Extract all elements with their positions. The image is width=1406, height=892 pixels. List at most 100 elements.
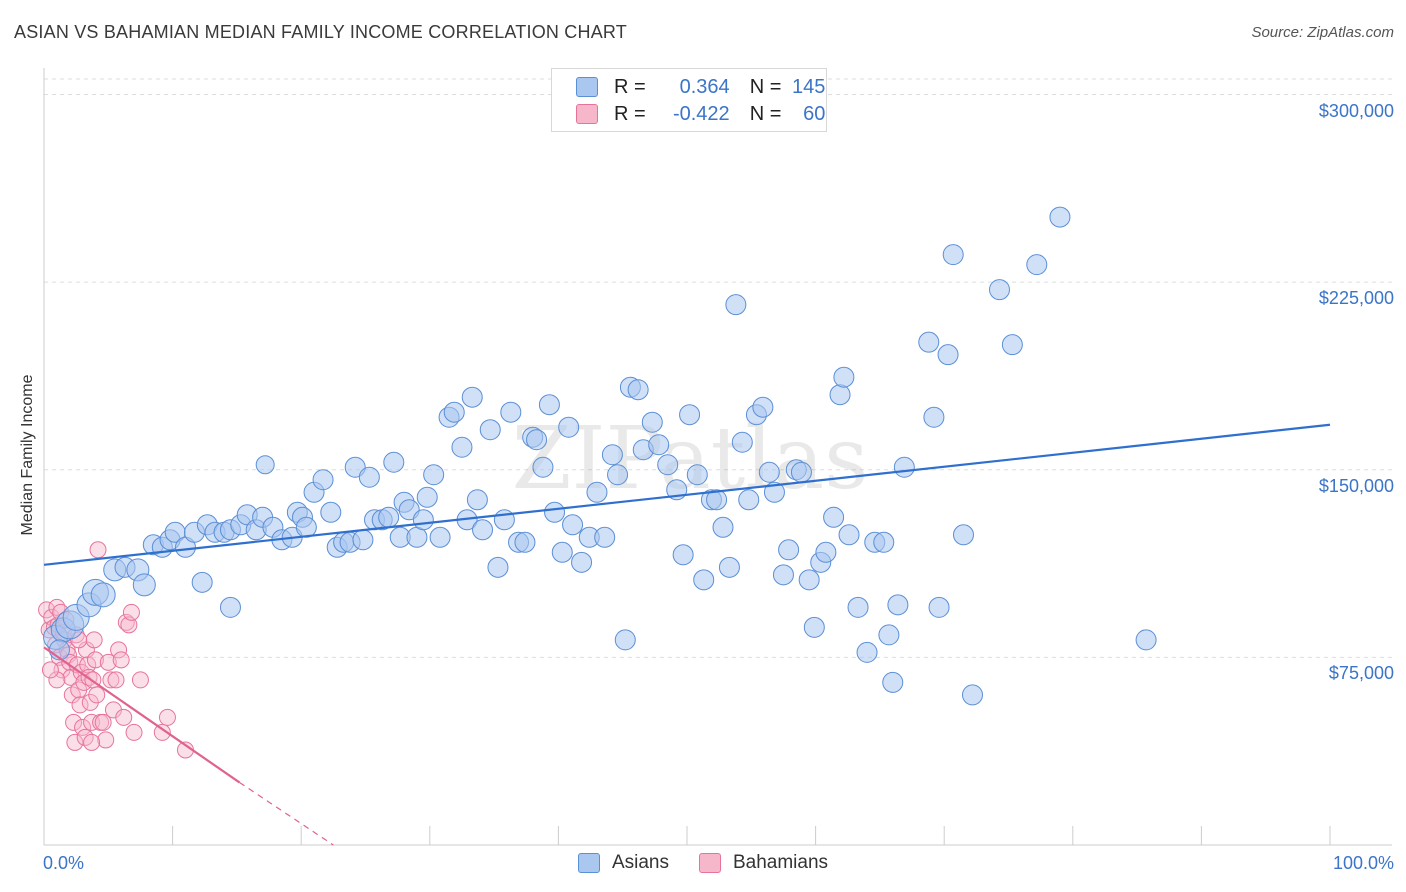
asians-point — [378, 506, 400, 528]
bahamians-point — [94, 713, 112, 731]
asians-point — [90, 582, 116, 608]
asians-point — [526, 429, 548, 451]
asians-point — [487, 556, 509, 578]
asians-point — [706, 489, 728, 511]
bahamians-point — [122, 603, 140, 621]
legend-n-label: N = — [749, 75, 782, 98]
asians-point — [479, 419, 501, 441]
legend-r-label: R = — [614, 102, 646, 125]
asians-point — [731, 431, 753, 453]
bahamians-point — [89, 541, 107, 559]
asians-point — [679, 404, 701, 426]
bahamians-point — [88, 686, 106, 704]
bahamians-point — [131, 671, 149, 689]
asians-point — [815, 541, 837, 563]
asians-point — [451, 436, 473, 458]
bahamians-point — [153, 723, 171, 741]
bahamians-point — [86, 651, 104, 669]
bahamians-trend-extension — [239, 781, 334, 846]
asians-point — [532, 456, 554, 478]
bahamians-point — [117, 613, 135, 631]
y-tick-label: $300,000 — [1318, 100, 1394, 121]
asians-point — [829, 384, 851, 406]
bahamians-point — [48, 671, 66, 689]
legend-n-value: 145 — [792, 75, 826, 98]
asians-point — [961, 684, 983, 706]
asians-point — [803, 616, 825, 638]
series-legend-asians: Asians — [577, 852, 669, 874]
asians-point — [838, 524, 860, 546]
bahamians-point — [74, 718, 92, 736]
asians-point — [466, 489, 488, 511]
chart-title: ASIAN VS BAHAMIAN MEDIAN FAMILY INCOME C… — [14, 22, 627, 42]
bahamians-point — [83, 733, 101, 751]
asians-point — [406, 526, 428, 548]
asians-point — [718, 556, 740, 578]
asians-point — [823, 506, 845, 528]
asians-point — [1135, 629, 1157, 651]
bahamians-point — [110, 641, 128, 659]
asians-point — [132, 573, 156, 597]
source-label: Source: ZipAtlas.com — [1251, 24, 1394, 41]
asians-point — [538, 394, 560, 416]
asians-point — [352, 529, 374, 551]
asians-point — [942, 244, 964, 266]
asians-point — [923, 406, 945, 428]
bahamians-point — [107, 671, 125, 689]
legend-row-bahamians: R = -0.422 N = 60 — [576, 102, 825, 126]
asians-point — [416, 486, 438, 508]
asians-point — [1049, 206, 1071, 228]
asians-point — [893, 456, 915, 478]
asians-point — [778, 539, 800, 561]
asians-point — [887, 594, 909, 616]
asians-point — [614, 629, 636, 651]
asians-point — [725, 294, 747, 316]
asians-point — [544, 501, 566, 523]
bahamians-point — [102, 671, 120, 689]
bahamians-point — [66, 733, 84, 751]
asians-point — [429, 526, 451, 548]
x-tick-max: 100.0% — [1332, 853, 1394, 873]
series-legend: Asians Bahamians — [0, 852, 1406, 874]
asians-point — [772, 564, 794, 586]
asians-point — [952, 524, 974, 546]
series-swatch-bahamians — [698, 853, 721, 873]
asians-point — [686, 464, 708, 486]
legend-row-asians: R = 0.364 N = 145 — [576, 75, 825, 99]
asians-point — [443, 401, 465, 423]
asians-trend-line — [43, 423, 1331, 566]
bahamians-point — [125, 723, 143, 741]
bahamians-trend-line — [43, 646, 241, 784]
bahamians-point — [158, 708, 176, 726]
series-legend-bahamians: Bahamians — [698, 852, 829, 874]
asians-point — [562, 514, 584, 536]
asians-point — [493, 509, 515, 531]
bahamians-point — [41, 661, 59, 679]
asians-point — [219, 596, 241, 618]
asians-point — [500, 401, 522, 423]
asians-point — [558, 416, 580, 438]
asians-point — [873, 531, 895, 553]
series-label-bahamians: Bahamians — [732, 852, 829, 873]
asians-point — [594, 526, 616, 548]
asians-point — [657, 454, 679, 476]
legend-r-value: -0.422 — [672, 102, 730, 125]
legend-n-label: N = — [749, 102, 782, 125]
asians-point — [255, 455, 275, 475]
legend-r-label: R = — [614, 75, 646, 98]
legend-r-value: 0.364 — [679, 75, 730, 98]
asians-point — [461, 386, 483, 408]
asians-point — [295, 516, 317, 538]
asians-point — [672, 544, 694, 566]
asians-point — [601, 444, 623, 466]
bahamians-point — [85, 631, 103, 649]
asians-point — [641, 411, 663, 433]
asians-point — [882, 671, 904, 693]
x-tick-min: 0.0% — [43, 853, 85, 873]
legend-swatch-asians — [576, 77, 598, 97]
y-tick-label: $150,000 — [1318, 475, 1394, 496]
correlation-legend: R = 0.364 N = 145 R = -0.422 N = 60 — [551, 68, 827, 132]
y-tick-label: $75,000 — [1328, 663, 1394, 684]
asians-point — [472, 519, 494, 541]
